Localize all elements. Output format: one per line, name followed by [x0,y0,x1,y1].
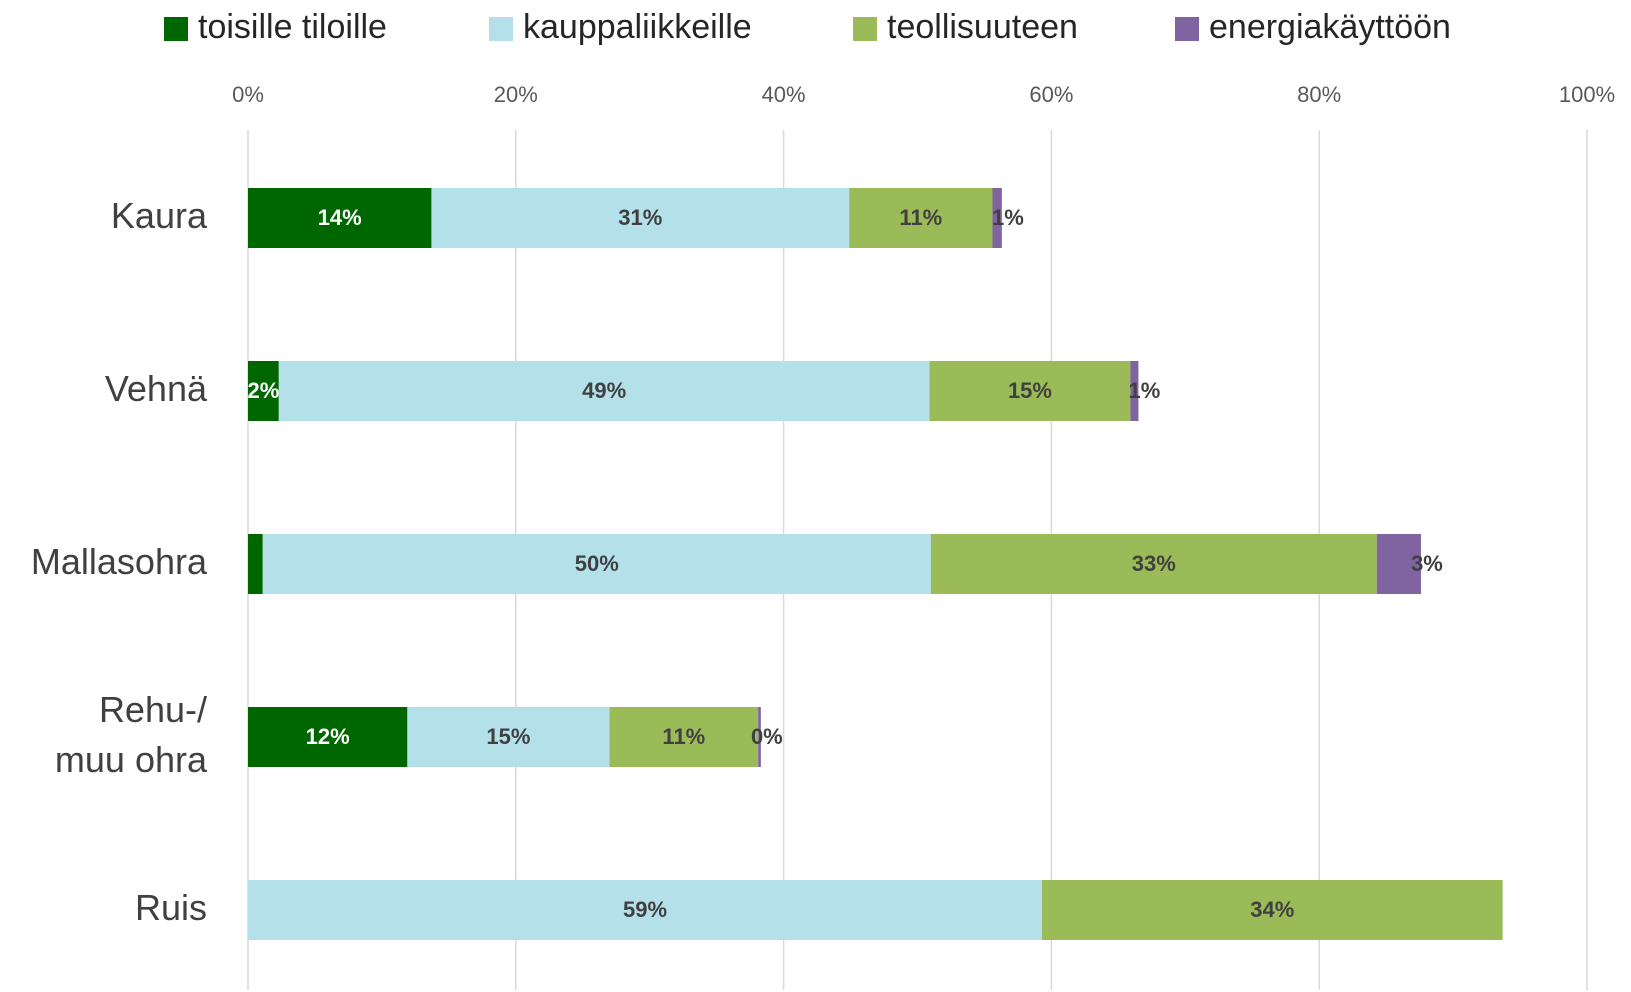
bar-segment [929,361,1131,421]
data-label: 15% [1008,378,1052,403]
y-tick-label: Vehnä [105,368,208,409]
bar-segment [407,707,610,767]
data-label: 3% [1411,551,1443,576]
legend-swatch [1175,17,1199,41]
data-label: 1% [992,205,1024,230]
bar-segment [1130,361,1139,421]
legend-label: energiakäyttöön [1209,8,1451,46]
legend-label: toisille tiloille [198,8,387,46]
legend-swatch [164,17,188,41]
bar-segment [849,188,993,248]
bar-segment [758,707,761,767]
x-tick-label: 0% [232,82,264,107]
y-tick-label: Mallasohra [31,541,208,582]
x-tick-label: 20% [494,82,538,107]
bar-segment [930,534,1377,594]
bar-segment [278,361,930,421]
y-tick-label: Ruis [135,887,207,928]
data-label: 49% [582,378,626,403]
y-tick-label: Kaura [111,195,208,236]
legend-label: kauppaliikkeille [523,8,752,46]
data-label: 59% [623,897,667,922]
data-label: 11% [899,205,942,230]
data-label: 34% [1250,897,1294,922]
bar-segment [248,188,432,248]
data-label: 11% [662,724,705,749]
bar-segment [248,534,263,594]
y-tick-label: Rehu-/muu ohra [55,689,208,780]
x-tick-label: 80% [1297,82,1341,107]
x-tick-label: 100% [1559,82,1615,107]
data-label: 15% [486,724,530,749]
data-label: 14% [318,205,362,230]
bar-segment [431,188,850,248]
legend-swatch [853,17,877,41]
bar-segment [262,534,931,594]
x-tick-label: 40% [762,82,806,107]
legend-swatch [489,17,513,41]
data-label: 31% [618,205,662,230]
bar-segment [248,880,1043,940]
bar-segment [1376,534,1421,594]
data-label: 0% [751,724,783,749]
bar-segment [248,707,408,767]
bar-segment [248,361,279,421]
data-label: 2% [248,378,280,403]
data-label: 50% [575,551,619,576]
x-tick-label: 60% [1029,82,1073,107]
legend-label: teollisuuteen [887,8,1078,46]
bar-segment [609,707,759,767]
bar-segment [1042,880,1503,940]
data-label: 1% [1129,378,1161,403]
data-label: 33% [1132,551,1176,576]
bar-segment [992,188,1002,248]
data-label: 12% [306,724,350,749]
